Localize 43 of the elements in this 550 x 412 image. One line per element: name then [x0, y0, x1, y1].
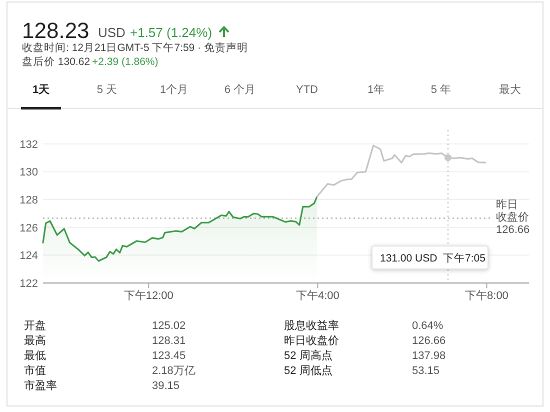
text: 123.45 [152, 350, 186, 362]
text: 128.31 [152, 335, 186, 347]
text: 昨日收盘价 [284, 335, 339, 347]
annotation: 131.00 USD 下午7:05 [380, 252, 486, 264]
text: 5 年 [430, 84, 452, 96]
text: +1.57 (1.24%) [130, 25, 212, 40]
text: 最高 [24, 334, 46, 347]
text: 最低 [24, 350, 46, 362]
ref-line-label: 昨日收盘价 126.66 [496, 199, 530, 236]
text: 2.18万亿 [152, 365, 196, 377]
text: 1个月 [160, 84, 188, 96]
x-tick-label: 下午4:00 [296, 290, 340, 302]
text: YTD [296, 84, 318, 96]
x-tick-label: 下午12:00 [124, 290, 174, 302]
text: 股息收益率 [284, 319, 339, 332]
text: 5 天 [96, 84, 118, 96]
text: 125.02 [152, 320, 186, 332]
text: 1年 [367, 84, 385, 96]
text: 盘后价 130.62 [22, 55, 90, 68]
text: 53.15 [412, 365, 440, 377]
chart-subtitle: 收盘时间: 12月21日GMT-5 下午7:59 · 免责声明 [22, 41, 248, 54]
text: 6 个月 [224, 84, 256, 96]
text: 0.64% [412, 320, 444, 332]
text: USD [98, 25, 126, 40]
y-tick-label: 130 [20, 166, 38, 179]
text: 137.98 [412, 350, 446, 362]
y-tick-label: 132 [20, 138, 38, 151]
text: 1天 [32, 84, 51, 96]
text: 52 周高点 [284, 349, 332, 362]
y-tick-label: 124 [20, 250, 38, 262]
text: 开盘 [24, 320, 46, 332]
y-tick-label: 128 [20, 194, 38, 207]
text: 最大 [499, 83, 521, 96]
text: 126.66 [412, 335, 446, 347]
text: 52 周低点 [284, 364, 332, 377]
text: 市盈率 [24, 379, 57, 392]
chart-title: 128.23 [22, 18, 90, 43]
x-tick-label: 下午8:00 [465, 290, 508, 302]
text: 市值 [24, 364, 46, 377]
y-tick-label: 122 [20, 278, 38, 290]
y-tick-label: 126 [20, 222, 38, 234]
text: +2.39 (1.86%) [92, 56, 158, 68]
text: 39.15 [152, 380, 180, 392]
